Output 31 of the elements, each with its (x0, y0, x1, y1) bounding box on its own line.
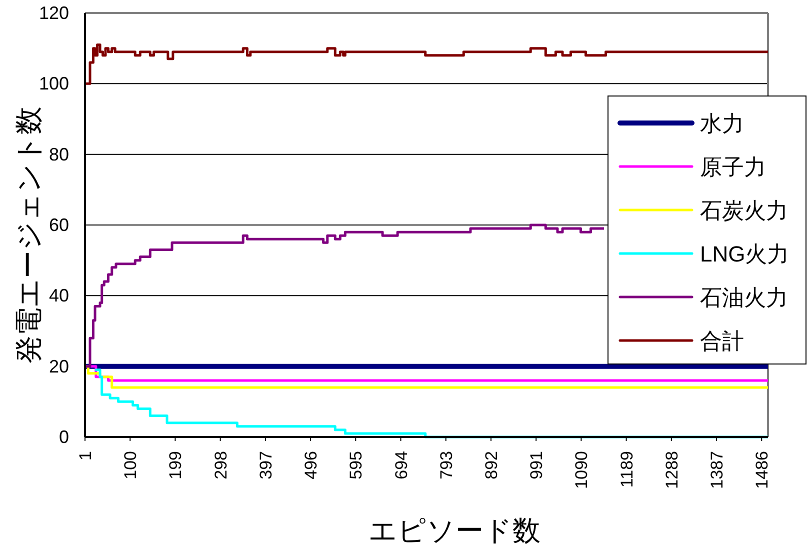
x-tick-label: 1189 (617, 451, 636, 488)
x-tick-label: 397 (256, 451, 276, 480)
y-tick-label: 120 (38, 3, 69, 23)
x-tick-label: 991 (527, 451, 546, 480)
y-axis-title: 発電エージェント数 (13, 106, 44, 364)
x-tick-label: 694 (392, 451, 411, 480)
x-tick-label: 793 (436, 451, 456, 480)
legend-label: 合計 (700, 328, 744, 354)
legend-label: LNG火力 (700, 242, 790, 266)
y-tick-label: 100 (38, 74, 69, 94)
legend-label: 石油火力 (700, 285, 788, 310)
y-tick-label: 80 (48, 144, 69, 164)
x-tick-label: 496 (302, 451, 321, 480)
legend-label: 水力 (700, 111, 744, 136)
legend-label: 原子力 (700, 154, 766, 180)
x-axis-title: エピソード数 (368, 515, 540, 546)
y-tick-label: 60 (48, 215, 69, 235)
y-tick-label: 0 (58, 427, 69, 447)
y-tick-label: 40 (48, 286, 69, 306)
x-tick-label: 1 (76, 451, 95, 460)
y-tick-label: 20 (48, 356, 69, 376)
x-tick-label: 298 (211, 451, 230, 480)
x-tick-label: 1486 (752, 451, 772, 489)
x-tick-label: 595 (346, 451, 366, 480)
x-tick-label: 100 (121, 451, 140, 480)
x-tick-label: 199 (166, 451, 186, 480)
x-tick-label: 892 (482, 451, 501, 480)
x-tick-label: 1387 (708, 451, 727, 489)
legend-label: 石炭火力 (700, 198, 788, 223)
x-tick-label: 1090 (572, 451, 592, 489)
x-tick-label: 1288 (662, 451, 682, 489)
